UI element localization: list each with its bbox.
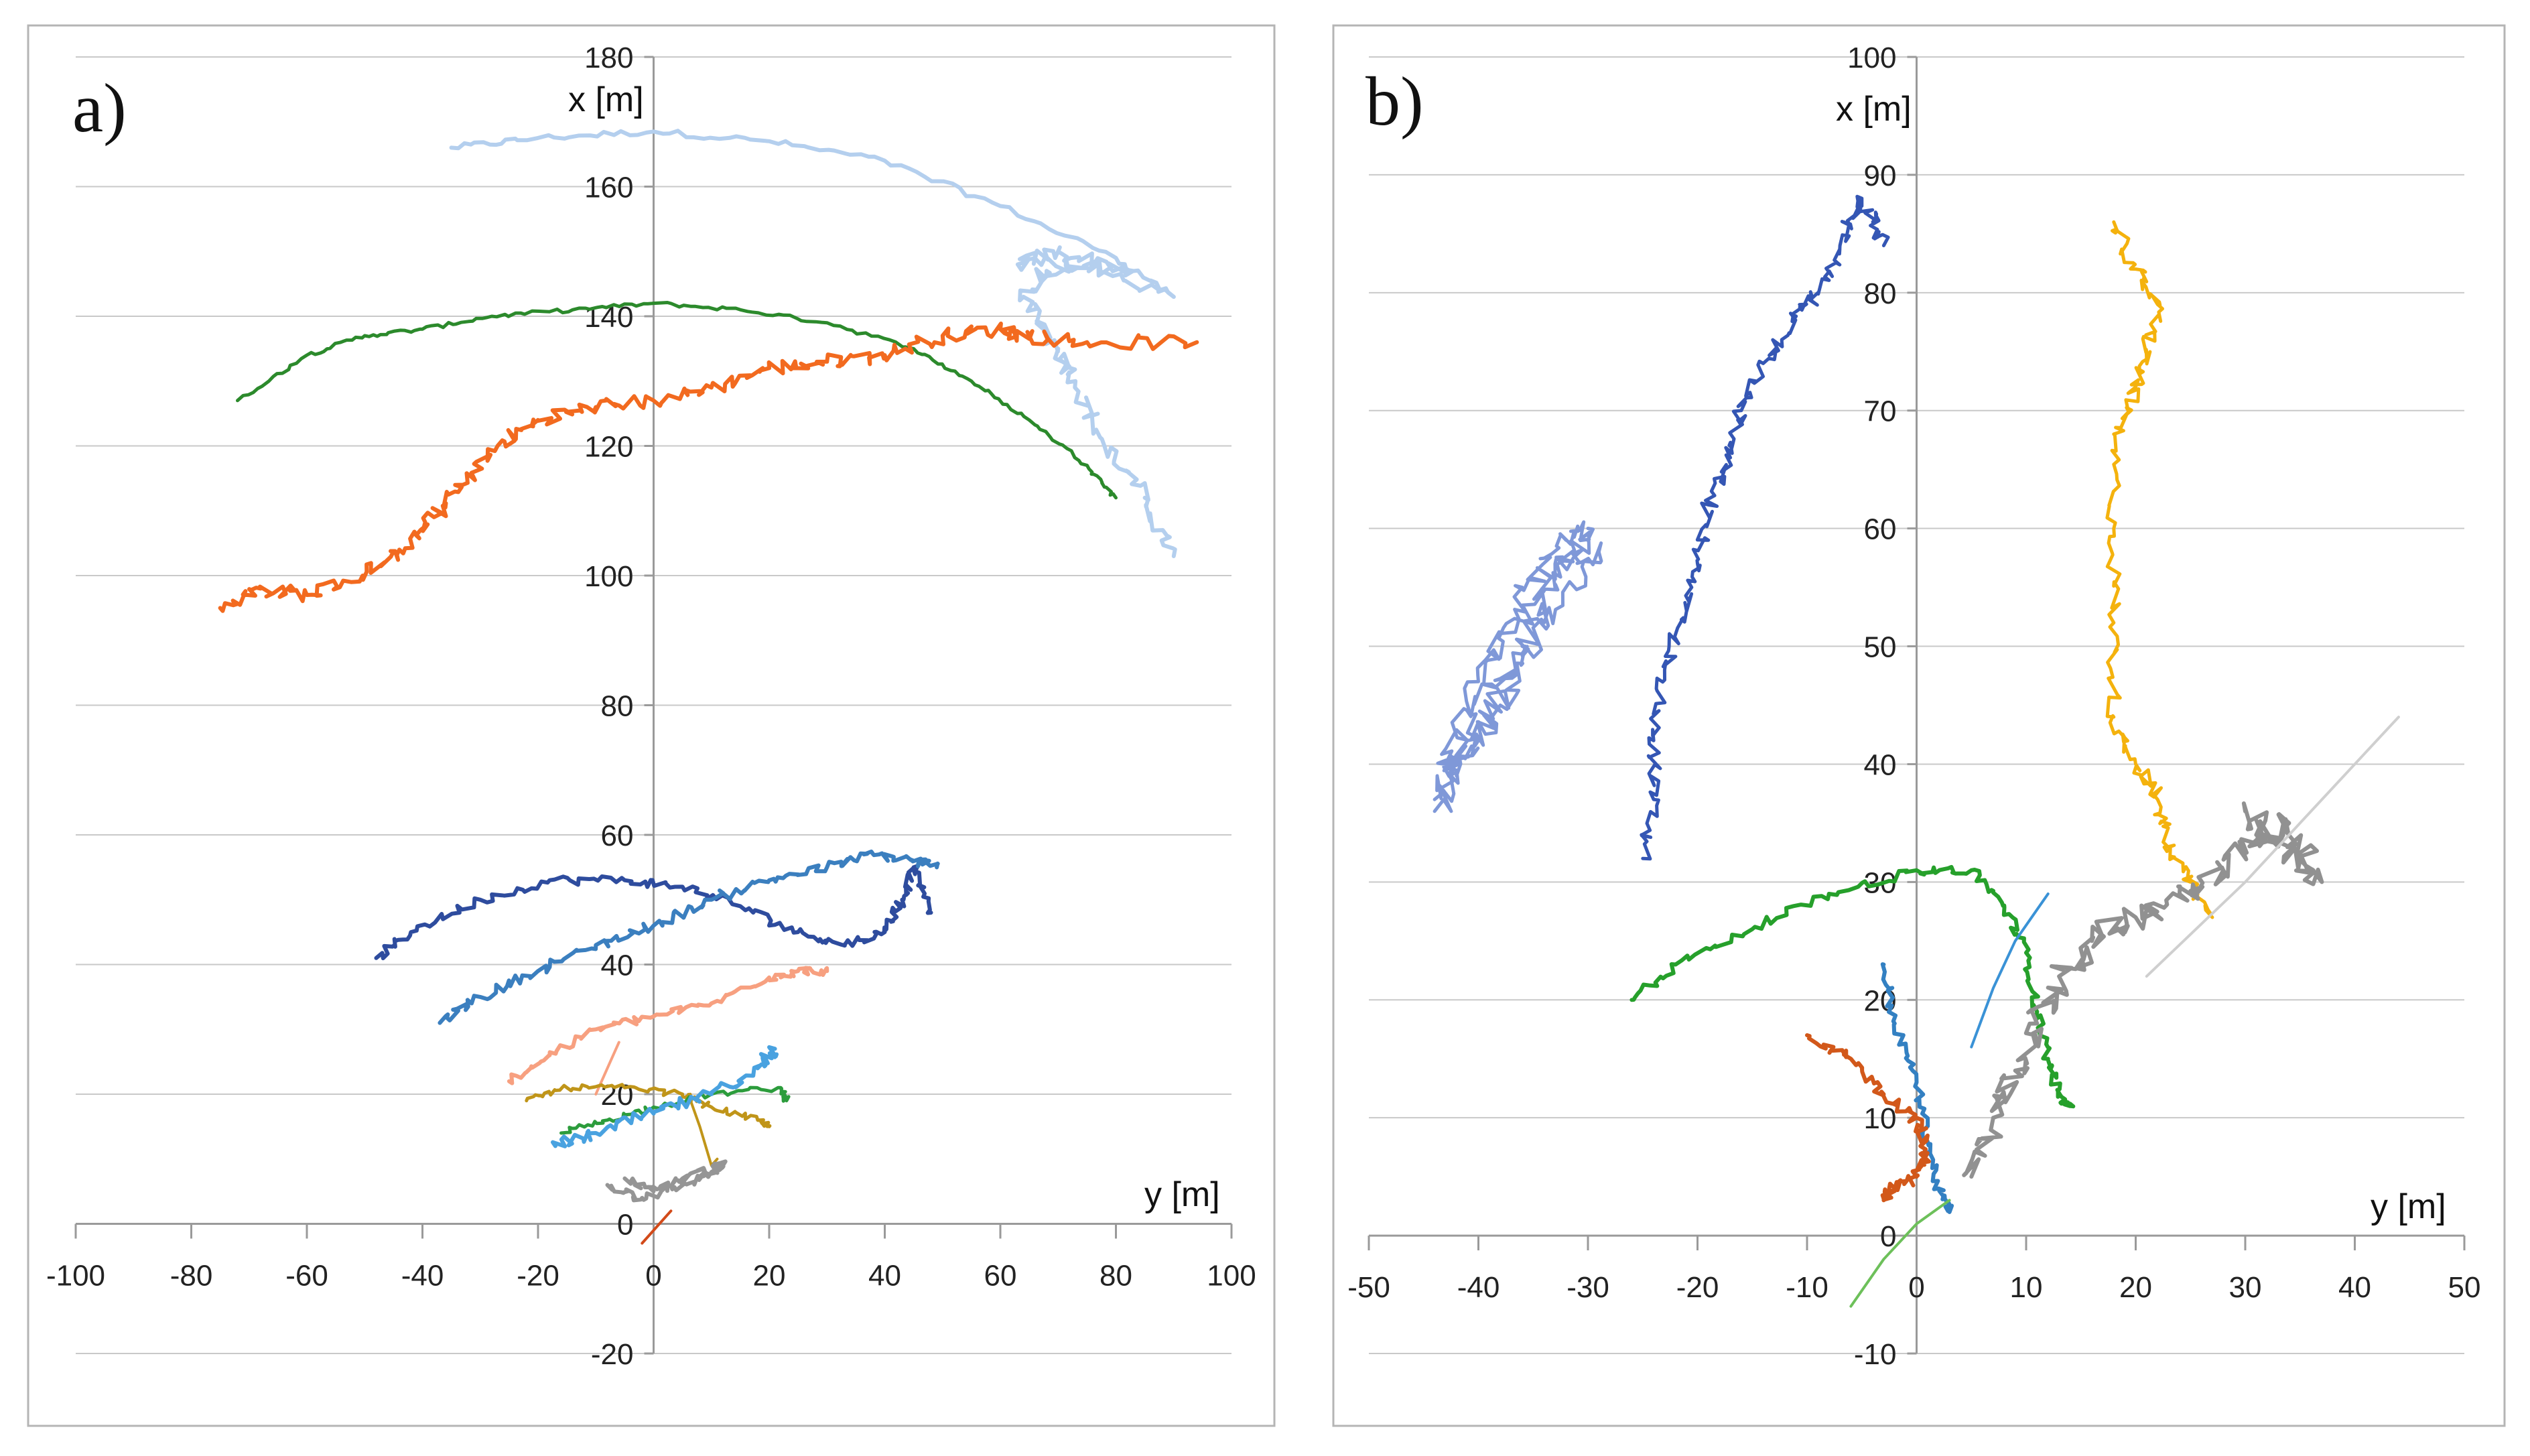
series-lime-green (1849, 1199, 1951, 1308)
x-tick-label: 40 (868, 1260, 901, 1293)
x-tick-label: 80 (1100, 1260, 1132, 1293)
series-royal-blue (1640, 194, 1890, 861)
series-green (236, 301, 1118, 500)
panel-a-frame (27, 24, 1276, 1427)
panel-b-axes: -50 -40 -30 -20 -10 0 10 20 30 40 50-1001020304050… (1347, 42, 2480, 1371)
panel-b-xlabel: y [m] (2371, 1187, 2446, 1226)
series-steel-blue (1880, 962, 1954, 1214)
panel-b-series (1433, 194, 2400, 1308)
x-tick-label: 20 (753, 1260, 786, 1293)
series-amber (2105, 220, 2214, 919)
series-gray (605, 1159, 728, 1203)
x-tick-label: -50 (1347, 1271, 1390, 1304)
panel-a-series (218, 129, 1199, 1245)
y-tick-label: 50 (1864, 631, 1897, 664)
panel-b-frame (1332, 24, 2506, 1427)
panel-b-label: b) (1366, 63, 1424, 140)
panel-b-ylabel: x [m] (1836, 90, 1912, 129)
x-tick-label: 40 (2338, 1271, 2371, 1304)
series-red-small (641, 1209, 673, 1245)
y-tick-label: 160 (584, 172, 633, 204)
x-tick-label: -30 (1567, 1271, 1609, 1304)
y-tick-label: 100 (584, 560, 633, 593)
panel-a-xlabel: y [m] (1144, 1175, 1220, 1214)
x-tick-label: 10 (2010, 1271, 2043, 1304)
x-tick-label: 30 (2229, 1271, 2262, 1304)
x-tick-label: -100 (46, 1260, 105, 1293)
series-green (1629, 864, 2076, 1109)
series-light-gray (2145, 716, 2400, 978)
x-tick-label: 0 (1908, 1271, 1924, 1304)
x-tick-label: 20 (2119, 1271, 2152, 1304)
y-tick-label: 40 (601, 949, 634, 982)
series-mid-blue (438, 849, 940, 1025)
series-sky-blue (551, 1045, 779, 1148)
x-tick-label: -10 (1786, 1271, 1828, 1304)
x-tick-label: -40 (401, 1260, 444, 1293)
x-tick-label: -20 (1676, 1271, 1719, 1304)
panel-a: a) -100 -80 -60 -40 -20 0 20 40 60 80 100 -20 0 20 40 6… (27, 24, 1276, 1427)
y-tick-label: -20 (591, 1338, 634, 1371)
y-tick-label: -10 (1854, 1338, 1897, 1371)
series-periwinkle (1433, 520, 1603, 813)
x-tick-label: 50 (2448, 1271, 2481, 1304)
x-tick-label: -60 (285, 1260, 328, 1293)
y-tick-label: 180 (584, 42, 633, 74)
x-tick-label: -40 (1457, 1271, 1500, 1304)
y-tick-label: 60 (601, 819, 634, 852)
y-tick-label: 10 (1864, 1102, 1897, 1135)
series-sky-blue (1970, 892, 2050, 1049)
panel-a-ylabel: x [m] (568, 80, 644, 119)
series-orange (218, 321, 1199, 613)
panel-a-axes: -100 -80 -60 -40 -20 0 20 40 60 80 100 -20 0 20 40 60 80… (46, 42, 1256, 1371)
series-rust (1805, 1033, 1931, 1203)
series-light-blue-2 (1015, 245, 1177, 558)
y-tick-label: 120 (584, 431, 633, 464)
x-tick-label: -80 (170, 1260, 213, 1293)
x-tick-label: 100 (1207, 1260, 1256, 1293)
series-gold (525, 1083, 772, 1128)
y-tick-label: 0 (617, 1209, 633, 1242)
y-tick-label: 80 (1864, 277, 1897, 310)
series-gray (1962, 801, 2324, 1179)
y-tick-label: 100 (1847, 42, 1896, 74)
y-tick-label: 80 (601, 690, 634, 723)
y-tick-label: 20 (601, 1079, 634, 1112)
panel-a-label: a) (72, 70, 127, 147)
y-tick-label: 40 (1864, 748, 1897, 781)
y-tick-label: 90 (1864, 159, 1897, 192)
series-light-blue (449, 129, 1176, 299)
x-tick-label: -20 (517, 1260, 559, 1293)
y-tick-label: 60 (1864, 513, 1897, 546)
y-tick-label: 70 (1864, 395, 1897, 428)
x-tick-label: 0 (645, 1260, 661, 1293)
series-salmon (507, 966, 829, 1085)
x-tick-label: 60 (984, 1260, 1017, 1293)
series-dark-blue (374, 864, 933, 961)
panel-b: b) -50 -40 -30 -20 -10 0 10 20 30 40 50-1001020304… (1332, 24, 2506, 1427)
